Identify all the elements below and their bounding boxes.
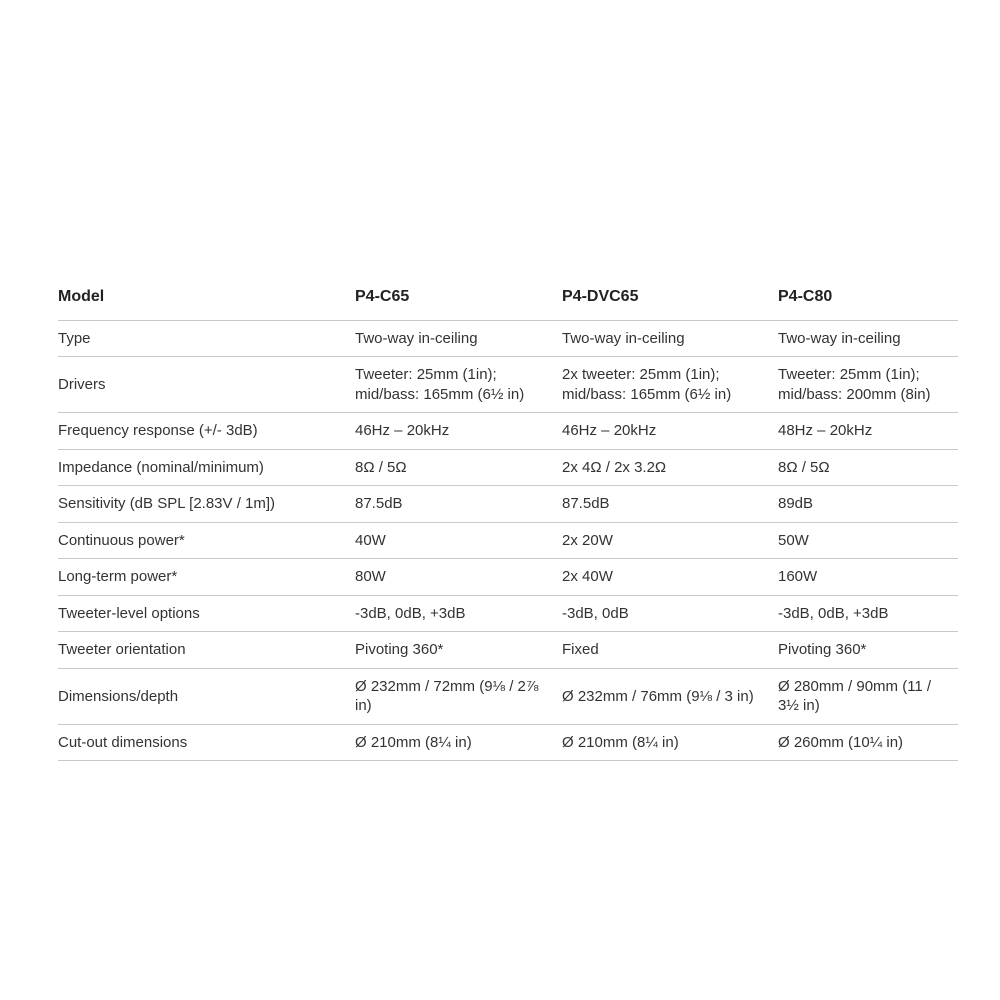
table-row: Type Two-way in-ceiling Two-way in-ceili… xyxy=(58,320,958,357)
row-cell: Tweeter: 25mm (1in); mid/bass: 165mm (6½… xyxy=(355,357,562,413)
table-row: Dimensions/depth Ø 232mm / 72mm (9⅛ / 2⅞… xyxy=(58,668,958,724)
row-cell: Fixed xyxy=(562,632,778,669)
row-cell: -3dB, 0dB, +3dB xyxy=(355,595,562,632)
row-label: Continuous power* xyxy=(58,522,355,559)
row-cell: Ø 210mm (8¼ in) xyxy=(355,724,562,761)
row-label: Impedance (nominal/minimum) xyxy=(58,449,355,486)
table-row: Impedance (nominal/minimum) 8Ω / 5Ω 2x 4… xyxy=(58,449,958,486)
row-cell: 46Hz – 20kHz xyxy=(355,413,562,450)
row-cell: Pivoting 360* xyxy=(355,632,562,669)
row-label: Long-term power* xyxy=(58,559,355,596)
row-label: Cut-out dimensions xyxy=(58,724,355,761)
row-cell: Pivoting 360* xyxy=(778,632,958,669)
header-col-3: P4-C80 xyxy=(778,275,958,320)
row-cell: Ø 232mm / 72mm (9⅛ / 2⅞ in) xyxy=(355,668,562,724)
row-cell: 2x 4Ω / 2x 3.2Ω xyxy=(562,449,778,486)
row-cell: 87.5dB xyxy=(562,486,778,523)
row-cell: 40W xyxy=(355,522,562,559)
row-cell: -3dB, 0dB xyxy=(562,595,778,632)
row-cell: 2x tweeter: 25mm (1in); mid/bass: 165mm … xyxy=(562,357,778,413)
row-cell: 160W xyxy=(778,559,958,596)
table-row: Drivers Tweeter: 25mm (1in); mid/bass: 1… xyxy=(58,357,958,413)
table-row: Frequency response (+/- 3dB) 46Hz – 20kH… xyxy=(58,413,958,450)
spec-table-body: Type Two-way in-ceiling Two-way in-ceili… xyxy=(58,320,958,761)
table-row: Continuous power* 40W 2x 20W 50W xyxy=(58,522,958,559)
row-cell: 48Hz – 20kHz xyxy=(778,413,958,450)
table-row: Sensitivity (dB SPL [2.83V / 1m]) 87.5dB… xyxy=(58,486,958,523)
row-cell: 46Hz – 20kHz xyxy=(562,413,778,450)
table-row: Cut-out dimensions Ø 210mm (8¼ in) Ø 210… xyxy=(58,724,958,761)
row-cell: Two-way in-ceiling xyxy=(355,320,562,357)
header-col-1: P4-C65 xyxy=(355,275,562,320)
row-label: Frequency response (+/- 3dB) xyxy=(58,413,355,450)
row-cell: 89dB xyxy=(778,486,958,523)
spec-sheet-page: Model P4-C65 P4-DVC65 P4-C80 Type Two-wa… xyxy=(0,0,1000,1000)
row-cell: Tweeter: 25mm (1in); mid/bass: 200mm (8i… xyxy=(778,357,958,413)
row-label: Tweeter orientation xyxy=(58,632,355,669)
row-cell: 8Ω / 5Ω xyxy=(355,449,562,486)
row-label: Dimensions/depth xyxy=(58,668,355,724)
row-cell: 87.5dB xyxy=(355,486,562,523)
row-cell: 50W xyxy=(778,522,958,559)
row-cell: -3dB, 0dB, +3dB xyxy=(778,595,958,632)
row-label: Tweeter-level options xyxy=(58,595,355,632)
row-cell: Two-way in-ceiling xyxy=(562,320,778,357)
row-label: Drivers xyxy=(58,357,355,413)
row-cell: 8Ω / 5Ω xyxy=(778,449,958,486)
spec-table: Model P4-C65 P4-DVC65 P4-C80 Type Two-wa… xyxy=(58,275,958,761)
table-row: Tweeter orientation Pivoting 360* Fixed … xyxy=(58,632,958,669)
row-label: Type xyxy=(58,320,355,357)
table-header-row: Model P4-C65 P4-DVC65 P4-C80 xyxy=(58,275,958,320)
row-cell: 2x 20W xyxy=(562,522,778,559)
row-label: Sensitivity (dB SPL [2.83V / 1m]) xyxy=(58,486,355,523)
header-col-2: P4-DVC65 xyxy=(562,275,778,320)
row-cell: Ø 232mm / 76mm (9⅛ / 3 in) xyxy=(562,668,778,724)
row-cell: Ø 210mm (8¼ in) xyxy=(562,724,778,761)
row-cell: Ø 260mm (10¼ in) xyxy=(778,724,958,761)
header-label: Model xyxy=(58,275,355,320)
row-cell: Ø 280mm / 90mm (11 / 3½ in) xyxy=(778,668,958,724)
table-row: Long-term power* 80W 2x 40W 160W xyxy=(58,559,958,596)
row-cell: 80W xyxy=(355,559,562,596)
row-cell: 2x 40W xyxy=(562,559,778,596)
row-cell: Two-way in-ceiling xyxy=(778,320,958,357)
table-row: Tweeter-level options -3dB, 0dB, +3dB -3… xyxy=(58,595,958,632)
